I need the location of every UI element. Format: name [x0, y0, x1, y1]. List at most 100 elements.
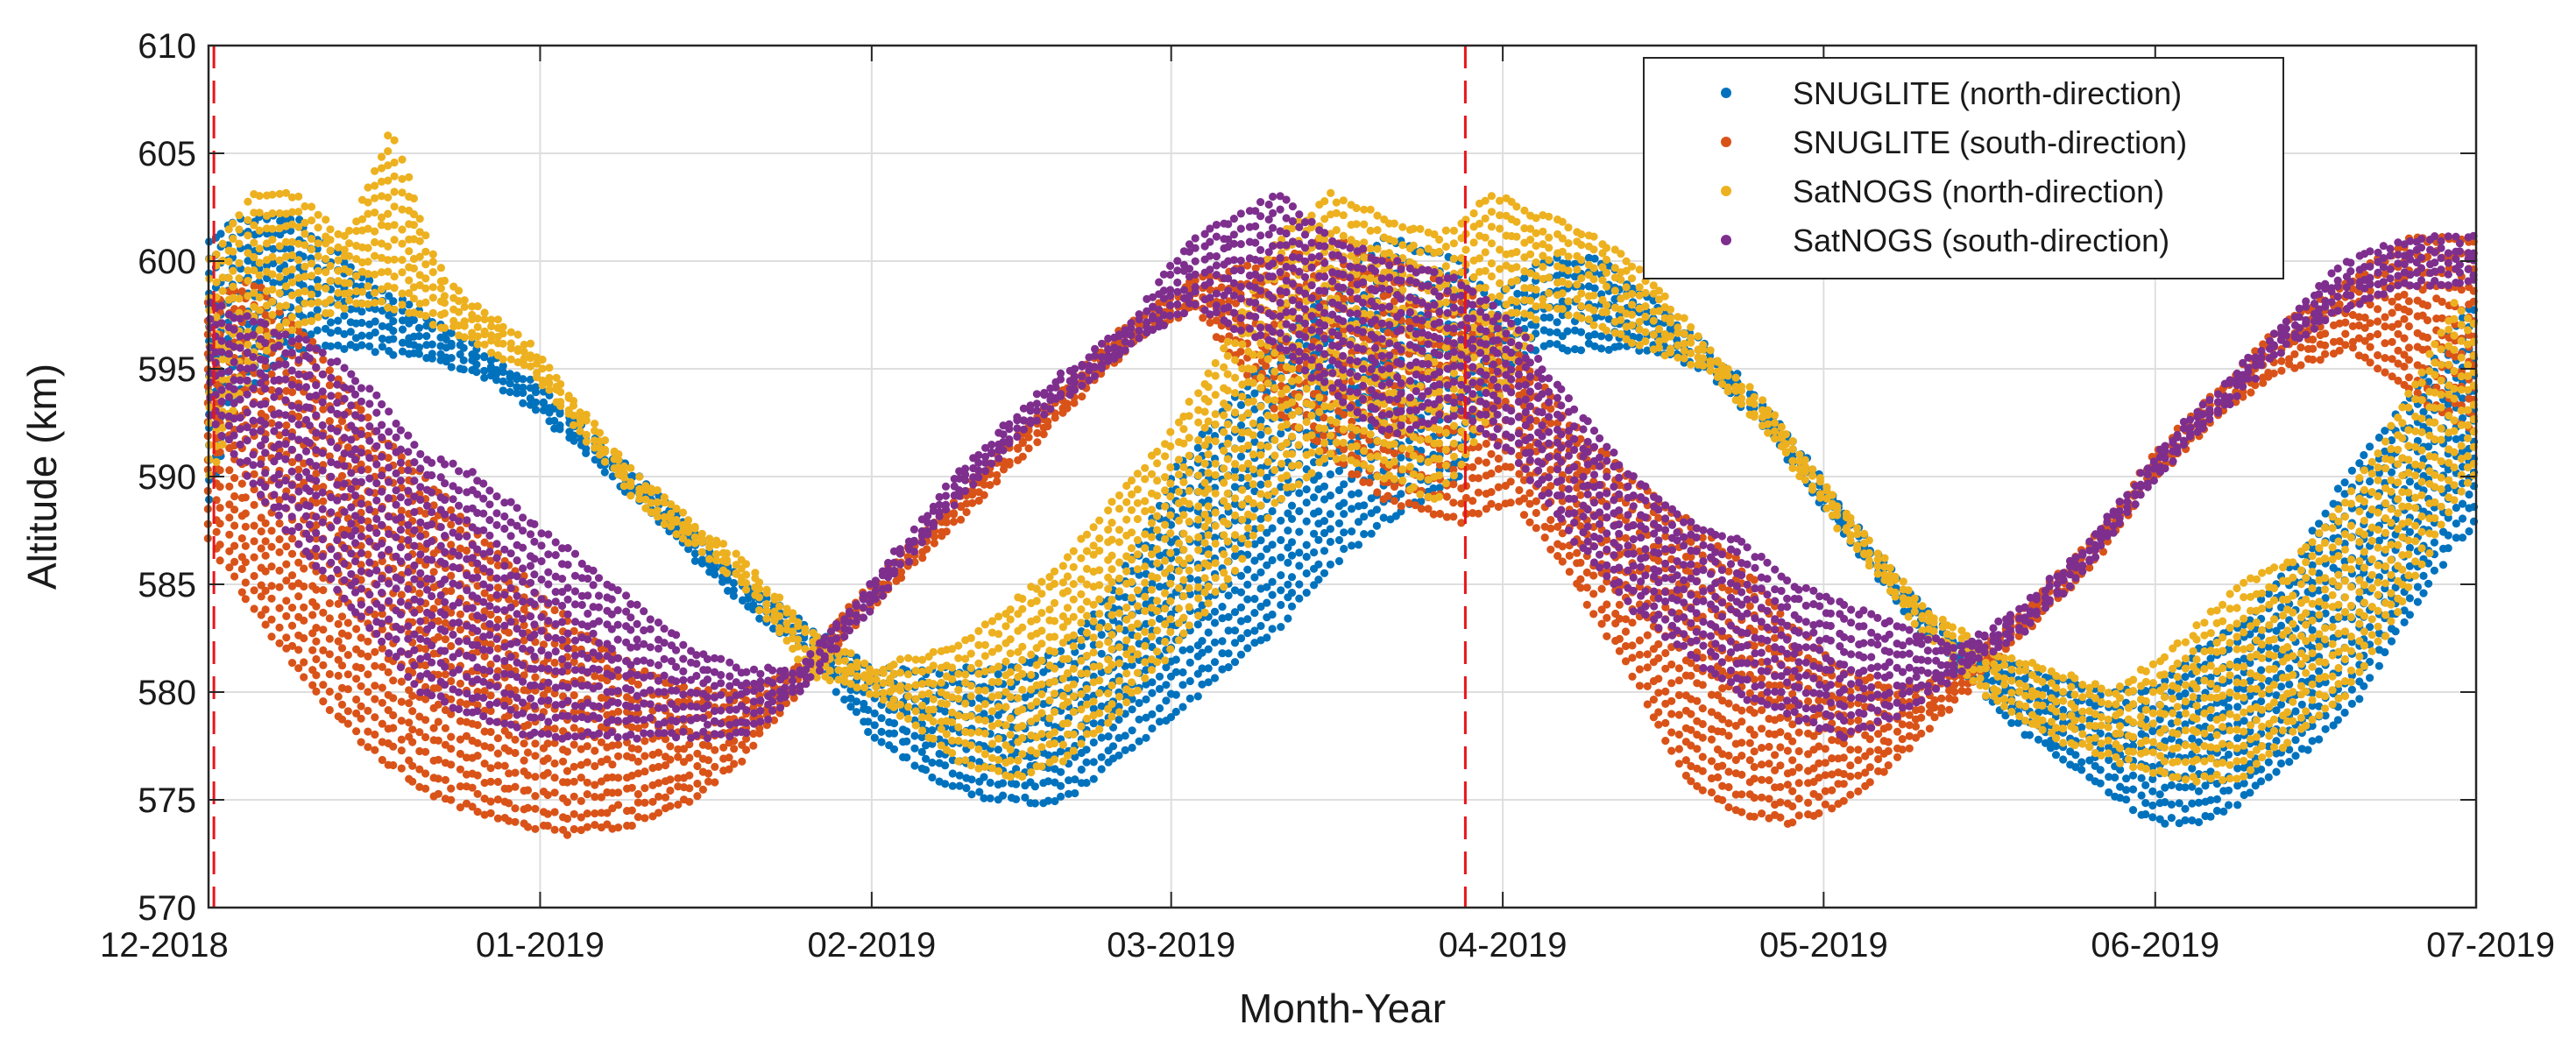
data-point: [693, 761, 702, 771]
data-point: [2315, 667, 2324, 675]
data-point: [1277, 600, 1285, 610]
data-point: [1340, 528, 1348, 537]
data-point: [250, 537, 258, 546]
data-point: [922, 741, 931, 750]
data-point: [1576, 328, 1586, 336]
data-point: [627, 806, 636, 815]
data-point: [1218, 603, 1227, 611]
data-point: [493, 749, 503, 758]
data-point: [570, 431, 578, 440]
data-point: [922, 754, 931, 763]
data-point: [1295, 580, 1304, 589]
data-point: [1236, 473, 1246, 483]
data-point: [371, 348, 379, 357]
data-point: [441, 724, 449, 732]
data-point: [543, 790, 552, 800]
data-point: [1372, 521, 1381, 530]
data-point: [1313, 437, 1322, 446]
data-point: [334, 316, 343, 325]
data-point: [1198, 601, 1207, 610]
data-point: [980, 710, 988, 718]
data-point: [486, 764, 495, 773]
data-point: [447, 784, 456, 793]
data-point: [357, 318, 366, 328]
data-point: [550, 788, 559, 797]
data-point: [583, 778, 591, 787]
data-point: [1243, 629, 1252, 638]
data-point: [511, 817, 520, 826]
data-point: [250, 604, 258, 613]
data-point: [661, 793, 670, 802]
data-point: [1546, 328, 1554, 336]
data-point: [1218, 614, 1227, 623]
data-point: [2285, 680, 2294, 689]
data-point: [1033, 438, 1042, 447]
data-point: [405, 718, 414, 727]
data-point: [1256, 480, 1265, 489]
data-point: [897, 568, 906, 576]
data-point: [319, 608, 328, 618]
data-point: [1044, 777, 1052, 786]
data-point: [556, 421, 564, 430]
data-point: [967, 755, 976, 764]
data-point: [860, 699, 868, 709]
data-point: [294, 646, 303, 654]
data-point: [398, 347, 407, 356]
data-point: [1178, 646, 1187, 654]
data-point: [1250, 556, 1259, 565]
data-point: [1365, 478, 1374, 487]
data-point: [325, 650, 334, 659]
data-point: [1379, 513, 1388, 522]
data-point: [2465, 490, 2473, 499]
data-point: [1284, 558, 1292, 568]
data-point: [1320, 547, 1329, 555]
data-point: [250, 521, 258, 530]
data-point: [2304, 746, 2312, 754]
data-point: [371, 305, 379, 314]
data-point: [414, 350, 423, 358]
data-point: [499, 386, 507, 395]
data-point: [326, 329, 336, 337]
data-point: [1230, 658, 1240, 667]
data-point: [955, 781, 964, 790]
data-point: [1340, 510, 1348, 519]
data-point: [337, 612, 347, 621]
data-point: [389, 724, 398, 732]
data-point: [287, 571, 297, 580]
data-point: [583, 809, 591, 818]
data-point: [308, 611, 317, 619]
data-point: [1263, 598, 1271, 607]
data-point: [519, 383, 527, 392]
data-point: [1268, 625, 1277, 633]
data-point: [614, 774, 623, 782]
data-point: [877, 727, 886, 737]
data-point: [2246, 788, 2254, 797]
data-point: [2059, 755, 2068, 764]
data-point: [685, 784, 694, 793]
data-point: [531, 673, 540, 682]
data-point: [864, 705, 873, 715]
data-point: [980, 773, 988, 781]
data-point: [539, 398, 548, 406]
data-point: [563, 814, 572, 823]
data-point: [570, 740, 578, 749]
data-point: [334, 671, 343, 681]
data-point: [212, 527, 221, 536]
data-point: [216, 541, 224, 549]
data-point: [1354, 489, 1363, 498]
data-point: [633, 745, 643, 753]
data-point: [526, 375, 534, 384]
data-point: [300, 658, 308, 667]
data-point: [1250, 525, 1259, 534]
data-point: [1021, 793, 1030, 802]
data-point: [267, 594, 276, 603]
data-point: [447, 363, 456, 371]
data-point: [1287, 538, 1297, 547]
data-point: [225, 482, 234, 491]
data-point: [473, 771, 482, 780]
data-point: [1166, 573, 1176, 583]
data-point: [1018, 452, 1027, 461]
data-point: [1256, 430, 1265, 439]
data-point: [1320, 517, 1329, 526]
data-point: [1071, 753, 1079, 761]
